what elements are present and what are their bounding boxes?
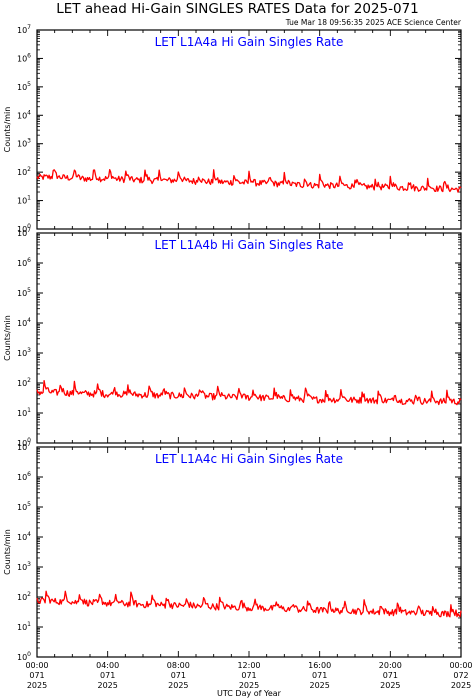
x-tick-label-year: 2025 xyxy=(451,681,471,690)
series-line xyxy=(36,379,462,406)
y-tick-label: 102 xyxy=(17,166,31,177)
x-tick-label-year: 2025 xyxy=(27,681,47,690)
x-tick-label-day: 071 xyxy=(171,671,186,680)
y-tick-label: 104 xyxy=(17,109,31,120)
x-axis-label: UTC Day of Year xyxy=(217,689,282,698)
y-tick-label: 107 xyxy=(17,441,31,452)
panel-title: LET L1A4b Hi Gain Singles Rate xyxy=(154,238,343,252)
y-tick-label: 106 xyxy=(17,257,31,268)
chart-panel-3: 100 101 102 103 104 105 106 107 Counts/min LET L1… xyxy=(3,441,473,698)
chart-title: LET ahead Hi-Gain SINGLES RATES Data for… xyxy=(56,1,419,17)
panel-title: LET L1A4a Hi Gain Singles Rate xyxy=(155,35,344,49)
x-tick-label-day: 071 xyxy=(241,671,256,680)
y-tick-label: 104 xyxy=(17,531,31,542)
y-tick-label: 107 xyxy=(17,227,31,238)
x-tick-label-time: 16:00 xyxy=(308,661,331,670)
y-tick-label: 103 xyxy=(17,347,31,358)
y-tick-label: 106 xyxy=(17,52,31,63)
x-tick-label-time: 00:00 xyxy=(25,661,48,670)
y-tick-label: 105 xyxy=(17,287,31,298)
y-tick-label: 105 xyxy=(17,501,31,512)
y-tick-label: 103 xyxy=(17,561,31,572)
y-axis-label: Counts/min xyxy=(3,107,12,153)
y-axis-label: Counts/min xyxy=(3,315,12,361)
y-tick-label: 102 xyxy=(17,591,31,602)
y-tick-label: 103 xyxy=(17,138,31,149)
x-tick-label-year: 2025 xyxy=(239,681,259,690)
x-tick-label-day: 072 xyxy=(453,671,468,680)
x-tick-label-time: 12:00 xyxy=(237,661,260,670)
y-tick-label: 100 xyxy=(17,651,31,662)
generation-timestamp: Tue Mar 18 09:56:35 2025 ACE Science Cen… xyxy=(285,18,461,27)
plot-frame xyxy=(36,29,462,230)
x-tick-label-day: 071 xyxy=(100,671,115,680)
x-tick-label-day: 071 xyxy=(383,671,398,680)
x-tick-label-time: 04:00 xyxy=(96,661,119,670)
y-tick-label: 100 xyxy=(17,437,31,448)
y-tick-label: 102 xyxy=(17,377,31,388)
y-tick-label: 101 xyxy=(17,195,31,206)
x-tick-label-year: 2025 xyxy=(380,681,400,690)
x-tick-label-year: 2025 xyxy=(97,681,117,690)
y-tick-label: 107 xyxy=(17,24,31,35)
y-tick-label: 101 xyxy=(17,407,31,418)
y-tick-label: 100 xyxy=(17,223,31,234)
x-tick-label-year: 2025 xyxy=(168,681,188,690)
x-tick-label-time: 20:00 xyxy=(379,661,402,670)
x-tick-label-time: 00:00 xyxy=(449,661,472,670)
y-tick-label: 105 xyxy=(17,81,31,92)
chart-panel-2: 100 101 102 103 104 105 106 107 Counts/min LET L1… xyxy=(3,227,462,448)
x-tick-label-day: 071 xyxy=(312,671,327,680)
y-axis-label: Counts/min xyxy=(3,529,12,575)
x-tick-label-day: 071 xyxy=(29,671,44,680)
plot-frame xyxy=(36,232,462,444)
y-tick-label: 104 xyxy=(17,317,31,328)
plot-frame xyxy=(36,446,462,658)
y-tick-label: 106 xyxy=(17,471,31,482)
series-line xyxy=(36,168,462,193)
series-line xyxy=(36,590,462,618)
x-tick-label-time: 08:00 xyxy=(167,661,190,670)
panel-title: LET L1A4c Hi Gain Singles Rate xyxy=(155,452,343,466)
chart-panel-1: 100 101 102 103 104 105 106 107 Counts/min LET L1… xyxy=(3,24,462,234)
y-tick-label: 101 xyxy=(17,621,31,632)
x-tick-label-year: 2025 xyxy=(309,681,329,690)
